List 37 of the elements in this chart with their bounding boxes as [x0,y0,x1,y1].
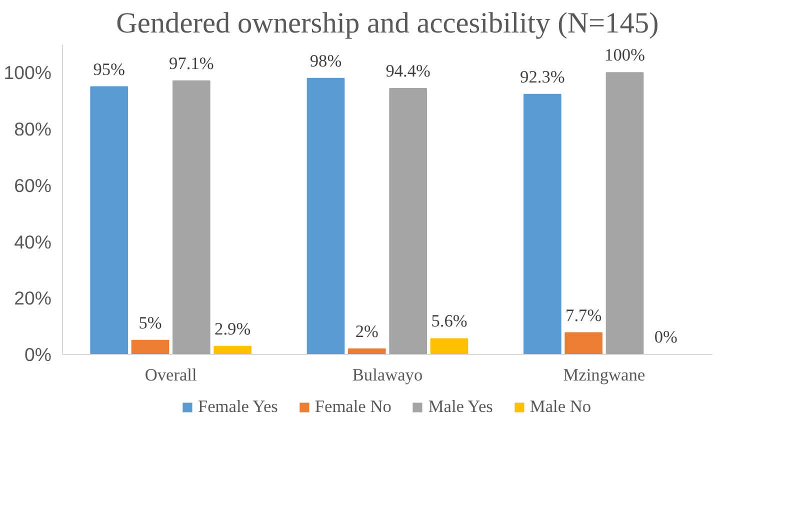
y-tick-label: 40% [14,231,52,252]
data-label: 0% [654,328,678,346]
bar [524,94,562,354]
bar [306,78,345,354]
x-tick-label: Bulawayo [352,366,423,384]
x-tick-label: Mzingwane [563,366,646,384]
y-tick-label: 100% [4,62,52,84]
y-tick-label: 20% [14,288,52,309]
bar [348,348,386,354]
data-label: 97.1% [169,54,214,73]
bar [90,86,128,354]
data-label: 2.9% [214,319,251,338]
data-label: 2% [355,322,378,341]
bar [172,80,210,354]
data-label: 5.6% [431,312,468,331]
bar [131,340,170,354]
data-label: 98% [310,51,342,70]
bar [564,332,602,354]
x-tick-label: Overall [144,366,197,384]
y-tick-label: 0% [24,344,52,365]
y-tick-label: 60% [14,174,52,196]
data-label: 5% [138,313,162,332]
legend-label: Male No [530,397,592,417]
legend-label: Male Yes [428,397,493,417]
bar [214,346,252,354]
data-label: 95% [93,60,125,79]
bar [606,72,644,354]
y-tick-label: 80% [14,118,52,140]
bar [389,88,427,354]
bar [430,338,468,354]
data-label: 94.4% [386,61,430,80]
data-label: 100% [604,46,645,65]
legend-label: Female Yes [198,397,278,417]
data-label: 92.3% [520,67,565,86]
data-label: 7.7% [566,306,602,325]
chart-title: Gendered ownership and accesibility (N=145) [116,8,659,40]
legend-label: Female No [314,397,392,417]
